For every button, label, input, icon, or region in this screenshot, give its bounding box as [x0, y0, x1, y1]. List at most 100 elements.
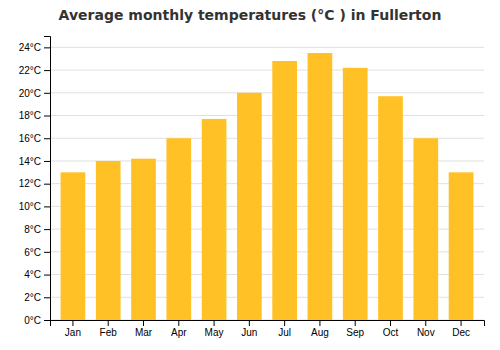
x-tick-mark: [72, 320, 73, 326]
y-tick-label: 6°C: [24, 247, 41, 258]
y-tick-mark: [44, 206, 50, 207]
x-tick-mark: [214, 320, 215, 326]
grid-line: [50, 92, 484, 93]
y-tick-mark: [44, 116, 50, 117]
x-tick: Jul: [278, 320, 291, 338]
y-axis-line: [44, 37, 51, 321]
y-tick: 24°C: [19, 42, 50, 53]
y-tick: 4°C: [24, 269, 50, 280]
x-tick-mark: [425, 320, 426, 326]
y-tick-mark: [44, 229, 50, 230]
y-tick-mark: [44, 70, 50, 71]
y-tick: 14°C: [19, 156, 50, 167]
y-tick-mark: [44, 138, 50, 139]
x-tick-mark: [143, 320, 144, 326]
y-tick: 6°C: [24, 247, 50, 258]
x-tick: Nov: [417, 320, 435, 338]
y-tick-mark: [44, 93, 50, 94]
grid-line: [50, 115, 484, 116]
grid-line: [50, 70, 484, 71]
x-tick: Feb: [100, 320, 118, 338]
y-tick-mark: [44, 161, 50, 162]
y-tick: 22°C: [19, 65, 50, 76]
y-tick: 0°C: [24, 315, 50, 326]
x-tick-mark: [355, 320, 356, 326]
x-axis: Jan Feb Mar Apr May Jun Jul Aug Sep Oct Nov Dec: [51, 320, 485, 338]
y-tick-label: 14°C: [19, 156, 41, 167]
x-tick-label: Jan: [65, 327, 81, 338]
y-axis: 0°C 2°C 4°C 6°C 8°C 10°C 12°C 14°C 16°C 18°C 20°C 2…: [19, 37, 51, 326]
y-tick: 2°C: [24, 292, 50, 303]
y-tick: 18°C: [19, 110, 50, 121]
y-tick-label: 10°C: [19, 201, 41, 212]
y-tick-label: 16°C: [19, 133, 41, 144]
x-tick-mark: [461, 320, 462, 326]
x-tick: Mar: [135, 320, 153, 338]
x-tick-label: Feb: [100, 327, 118, 338]
x-tick-label: Dec: [452, 327, 470, 338]
y-tick-label: 4°C: [24, 269, 41, 280]
x-tick-mark: [284, 320, 285, 326]
x-tick-label: Mar: [135, 327, 153, 338]
bar: [343, 68, 368, 320]
x-tick: Sep: [346, 320, 364, 338]
x-axis-line: [51, 321, 485, 327]
x-tick: Dec: [452, 320, 470, 338]
x-tick: May: [205, 320, 224, 338]
x-tick: Oct: [383, 320, 399, 338]
y-tick: 20°C: [19, 88, 50, 99]
y-tick: 16°C: [19, 133, 50, 144]
x-tick: Apr: [171, 320, 187, 338]
bar: [131, 159, 156, 320]
chart: Average monthly temperatures (°C ) in Fu…: [0, 0, 500, 350]
y-tick-mark: [44, 47, 50, 48]
y-tick-label: 18°C: [19, 110, 41, 121]
x-tick-label: Sep: [346, 327, 364, 338]
y-tick-label: 8°C: [24, 224, 41, 235]
x-tick-mark: [108, 320, 109, 326]
bar: [449, 172, 474, 320]
bar: [166, 138, 191, 320]
y-tick: 8°C: [24, 224, 50, 235]
y-tick-label: 22°C: [19, 65, 41, 76]
x-tick-mark: [178, 320, 179, 326]
y-tick-label: 24°C: [19, 42, 41, 53]
bar: [202, 119, 227, 320]
grid: [50, 47, 484, 320]
x-tick-label: Nov: [417, 327, 435, 338]
y-tick-mark: [44, 252, 50, 253]
y-tick: 10°C: [19, 201, 50, 212]
y-tick-mark: [44, 297, 50, 298]
x-tick-label: Oct: [383, 327, 399, 338]
y-tick-label: 20°C: [19, 88, 41, 99]
x-tick-label: Jul: [278, 327, 291, 338]
y-tick-label: 12°C: [19, 178, 41, 189]
y-tick-label: 0°C: [24, 315, 41, 326]
x-tick: Jan: [65, 320, 81, 338]
bar: [413, 138, 438, 320]
y-tick-mark: [44, 320, 50, 321]
bar: [378, 96, 403, 320]
bar: [96, 161, 121, 320]
y-tick-mark: [44, 275, 50, 276]
x-tick-label: Aug: [311, 327, 329, 338]
x-tick: Aug: [311, 320, 329, 338]
bar: [308, 53, 333, 320]
x-tick: Jun: [241, 320, 257, 338]
x-tick-label: Apr: [171, 327, 187, 338]
bar: [61, 172, 86, 320]
bar: [237, 93, 262, 320]
y-tick: 12°C: [19, 178, 50, 189]
grid-line: [50, 47, 484, 48]
bars: [61, 53, 474, 320]
y-tick-mark: [44, 184, 50, 185]
plot: 0°C 2°C 4°C 6°C 8°C 10°C 12°C 14°C 16°C 18°C 20°C 2…: [19, 37, 485, 339]
title: Average monthly temperatures (°C ) in Fu…: [59, 7, 442, 23]
bar: [272, 61, 297, 320]
x-tick-label: Jun: [241, 327, 257, 338]
y-tick-label: 2°C: [24, 292, 41, 303]
x-tick-mark: [319, 320, 320, 326]
x-tick-mark: [249, 320, 250, 326]
x-tick-mark: [390, 320, 391, 326]
x-tick-label: May: [205, 327, 224, 338]
